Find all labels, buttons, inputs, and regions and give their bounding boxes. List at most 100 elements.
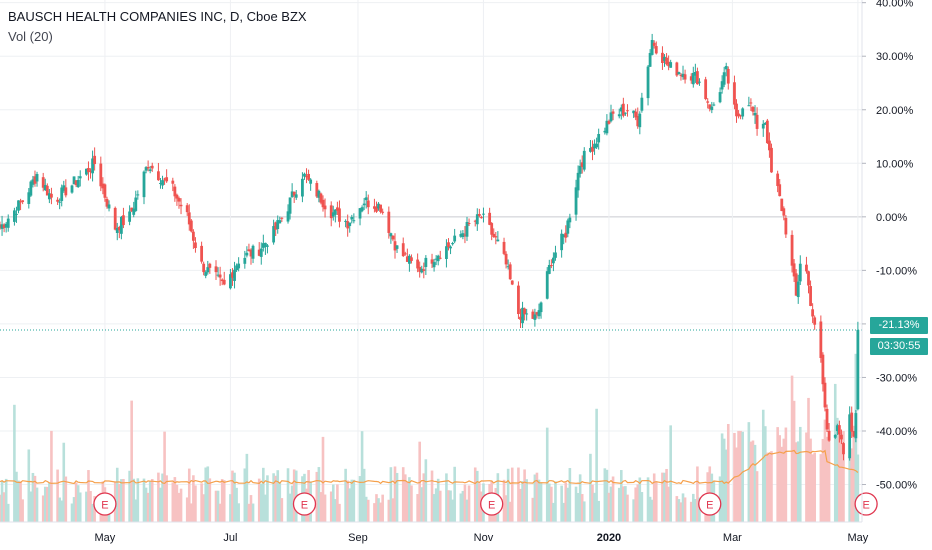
x-axis[interactable]: May Jul Sep Nov 2020 Mar May	[0, 521, 869, 544]
candle-body	[99, 163, 103, 187]
volume-bar	[21, 499, 24, 522]
earnings-marker[interactable]: E	[480, 492, 504, 516]
volume-bar	[403, 474, 407, 522]
candle-body	[840, 434, 843, 440]
candle-body	[235, 265, 238, 271]
volume-bar	[222, 480, 226, 522]
volume-bar	[798, 426, 802, 522]
candle-body	[360, 207, 364, 212]
candle-body	[78, 176, 82, 179]
candle-body	[208, 263, 212, 268]
candle-body	[56, 199, 60, 202]
volume-bar	[554, 481, 557, 522]
volume-bar	[683, 497, 687, 522]
volume-bar	[35, 487, 39, 522]
volume-bar	[696, 466, 699, 522]
volume-bar	[813, 452, 816, 522]
volume-bar	[202, 494, 205, 522]
candle-body	[233, 269, 236, 281]
candle-body	[393, 241, 397, 251]
candle-body	[582, 150, 586, 170]
y-axis[interactable]: 40.00%30.00%20.00%10.00%0.00%-10.00%-20.…	[861, 0, 917, 522]
volume-bar	[619, 470, 623, 522]
candle-body	[619, 107, 623, 112]
volume-bar	[545, 427, 549, 522]
candle-body	[362, 203, 366, 206]
earnings-marker[interactable]: E	[93, 492, 117, 516]
volume-bar	[366, 499, 370, 522]
volume-bar	[329, 491, 333, 522]
earnings-marker[interactable]: E	[698, 492, 722, 516]
volume-bar	[338, 503, 341, 522]
volume-bar	[848, 456, 851, 522]
volume-bar	[438, 490, 442, 522]
volume-bar	[218, 503, 222, 522]
candle-body	[251, 245, 255, 259]
volume-bar	[654, 481, 658, 522]
volume-bar	[761, 409, 765, 522]
candle-body	[220, 279, 224, 282]
volume-bar	[521, 481, 524, 522]
candle-body	[564, 232, 568, 238]
volume-bar	[208, 478, 212, 522]
candle-body	[247, 249, 251, 252]
candle-body	[825, 408, 829, 430]
volume-bar	[185, 497, 189, 522]
volume-bar	[159, 487, 162, 522]
volume-bar	[157, 472, 160, 522]
candle-body	[93, 155, 97, 165]
volume-bar	[747, 422, 751, 522]
candle-body	[741, 108, 745, 117]
candle-body	[194, 242, 197, 249]
volume-bar	[792, 400, 796, 522]
candle-body	[237, 263, 241, 269]
volume-bar	[358, 476, 362, 522]
candle-body	[492, 233, 496, 237]
volume-bar	[580, 494, 584, 522]
candle-body	[794, 273, 798, 296]
volume-bar	[589, 453, 592, 522]
volume-bar	[648, 496, 652, 522]
candle-body	[609, 112, 613, 122]
candle-body	[784, 217, 788, 235]
volume-bar	[564, 482, 568, 522]
volume-bar	[387, 499, 391, 522]
volume-bar	[15, 471, 18, 522]
volume-bar	[206, 466, 210, 522]
candle-body	[667, 61, 671, 67]
earnings-marker[interactable]: E	[292, 492, 317, 516]
candle-body	[117, 227, 121, 231]
candle-body	[115, 228, 119, 233]
volume-bar	[76, 485, 80, 522]
candle-body	[595, 143, 599, 148]
candle-body	[358, 208, 362, 219]
candle-body	[19, 201, 22, 203]
candle-body	[142, 171, 146, 198]
candle-body	[696, 71, 699, 85]
candle-body	[161, 180, 164, 186]
volume-bar	[410, 485, 413, 522]
last-price-tag: -21.13%	[870, 317, 928, 334]
candle-body	[150, 165, 154, 169]
candle-body	[494, 236, 498, 238]
candle-body	[58, 201, 62, 203]
candle-body	[710, 106, 714, 111]
candle-body	[480, 217, 483, 219]
volume-bar	[609, 486, 613, 522]
earnings-marker[interactable]: E	[854, 492, 878, 516]
candle-body	[321, 199, 325, 208]
volume-bar	[0, 480, 4, 522]
volume-bar	[698, 497, 701, 522]
candle-body	[173, 186, 177, 197]
volume-bar	[475, 470, 479, 522]
candle-body	[245, 252, 249, 256]
volume-bar	[424, 459, 428, 522]
candle-body	[159, 182, 162, 184]
candle-body	[35, 174, 39, 182]
volume-bar	[74, 482, 78, 522]
candle-body	[391, 235, 395, 240]
volume-bar	[694, 499, 697, 522]
volume-bar	[41, 495, 45, 522]
